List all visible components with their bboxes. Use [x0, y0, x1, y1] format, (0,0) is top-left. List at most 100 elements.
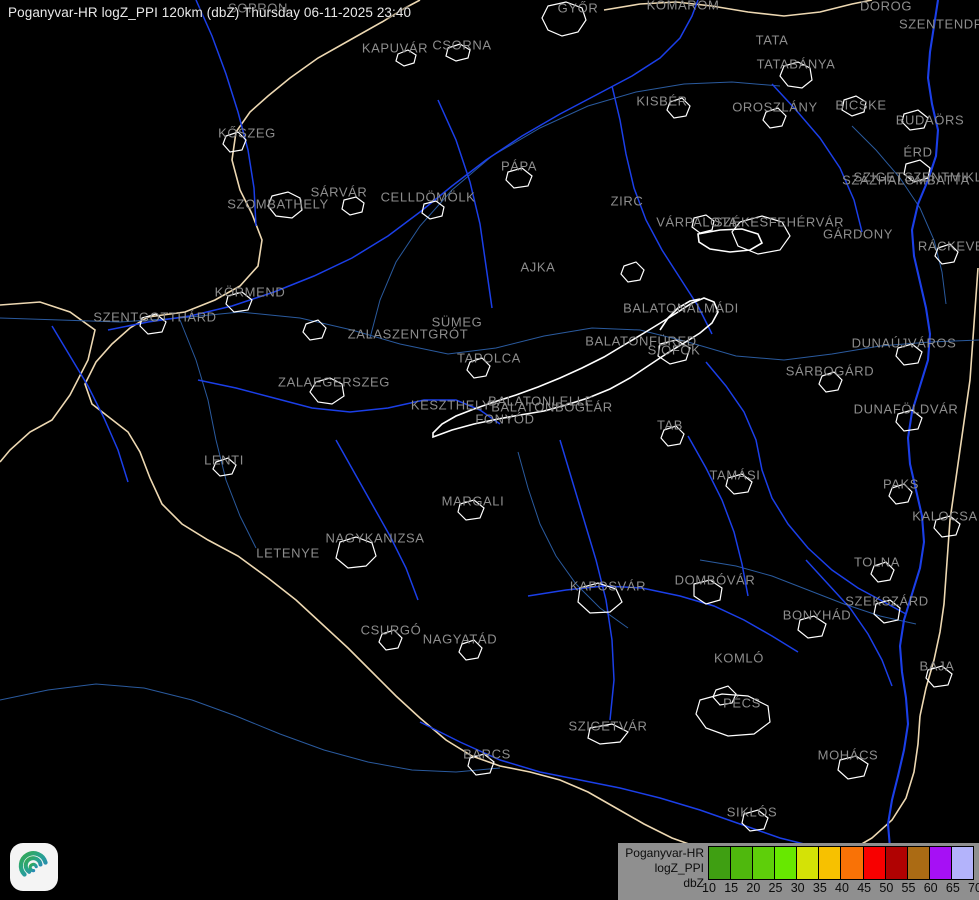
kapos-river: [527, 585, 799, 653]
legend-swatch-40-45[interactable]: [841, 847, 864, 879]
urban-tapolca: [466, 357, 491, 379]
legend-swatch-10-15[interactable]: [709, 847, 732, 879]
urban-paks: [888, 483, 913, 505]
legend-color-bar[interactable]: [708, 846, 974, 880]
urban-szentgotthard: [139, 313, 167, 335]
county-line-4: [517, 451, 629, 629]
urban-marcali: [457, 499, 485, 521]
legend-tick-40: 40: [835, 881, 849, 895]
urban-szigetvar: [587, 723, 629, 745]
urban-papa: [505, 167, 533, 189]
urban-szigetszentmiklos: [903, 159, 931, 183]
urban-rackeve: [934, 243, 959, 265]
urban-nagyatad: [458, 639, 483, 661]
urban-footprint-layer: [139, 1, 961, 832]
lake-balaton-outline: [432, 297, 719, 439]
tributary-2: [195, 0, 257, 227]
urban-mohacs: [837, 755, 869, 780]
urban-kalocsa: [933, 515, 961, 538]
urban-celldomolk: [421, 200, 445, 220]
legend-swatch-60-65[interactable]: [929, 847, 952, 879]
urban-barcs: [467, 753, 495, 776]
border-west-segment: [0, 301, 96, 463]
legend-swatch-55-60[interactable]: [907, 847, 930, 879]
county-line-1: [0, 311, 979, 361]
urban-dunaujvaros: [895, 343, 923, 366]
legend-tick-70: 70: [968, 881, 979, 895]
legend-swatch-35-40[interactable]: [819, 847, 842, 879]
county-line-5: [0, 683, 501, 773]
county-line-6: [699, 559, 917, 625]
tributary-5: [805, 559, 893, 687]
legend-tick-65: 65: [945, 881, 960, 895]
county-line-2: [179, 319, 257, 549]
border-northwest-segment: [147, 0, 421, 318]
legend-swatch-65-70[interactable]: [951, 847, 973, 879]
urban-tab: [660, 425, 685, 447]
urban-komlo: [712, 685, 737, 706]
legend-tick-50: 50: [879, 881, 894, 895]
legend-scale: 10 15 20 25 30 35 40 45 50 55 60 65 70: [702, 843, 979, 899]
county-boundary-layer: [0, 81, 979, 773]
legend-swatch-50-55[interactable]: [885, 847, 908, 879]
tributary-8: [771, 83, 863, 233]
tributary-3: [559, 439, 615, 721]
legend-caption-line-3: dbZ: [683, 876, 704, 890]
tributary-7: [51, 325, 129, 483]
urban-csorna: [445, 43, 471, 62]
legend-caption-line-1: Poganyvar-HR: [625, 846, 704, 860]
zala-river: [197, 379, 501, 425]
urban-szekszard: [873, 599, 901, 624]
urban-tatabanya: [779, 61, 813, 89]
legend-swatch-30-35[interactable]: [797, 847, 820, 879]
legend-tick-10: 10: [702, 881, 716, 895]
border-east-segment: [919, 267, 979, 717]
tributary-4: [687, 435, 749, 597]
tributary-1: [611, 85, 713, 335]
county-line-7: [851, 125, 947, 305]
urban-dunafoldvar: [895, 409, 923, 432]
legend-tick-55: 55: [901, 881, 916, 895]
urban-sarvar: [341, 196, 365, 216]
urban-zalaegerszeg: [309, 377, 345, 405]
dbz-color-legend[interactable]: Poganyvar-HR logZ_PPI dbZ 10 15 20 25 30 35 40…: [618, 843, 979, 900]
urban-varpalota: [691, 214, 715, 234]
river-layer: [51, 0, 940, 897]
legend-tick-20: 20: [746, 881, 761, 895]
tihany-peninsula: [659, 298, 701, 331]
urban-kapuvar: [395, 49, 417, 67]
national-border-layer: [0, 0, 979, 867]
legend-tick-45: 45: [857, 881, 872, 895]
urban-tolna: [870, 561, 895, 583]
legend-tick-25: 25: [768, 881, 783, 895]
urban-ajka: [620, 261, 645, 283]
urban-gyor: [541, 1, 587, 37]
urban-szekesfehervar: [731, 215, 791, 255]
urban-kaposvar: [577, 582, 623, 614]
urban-siklos: [741, 809, 769, 832]
urban-siofok: [657, 339, 691, 365]
lake-velence-outline: [697, 228, 764, 253]
urban-kormend: [225, 291, 253, 313]
urban-csurgo: [378, 629, 403, 651]
legend-tick-15: 15: [724, 881, 739, 895]
urban-sarbogard: [818, 371, 843, 393]
urban-baja: [925, 665, 953, 688]
urban-szombathely: [267, 191, 303, 219]
sio-canal: [705, 361, 907, 615]
urban-dombovar: [693, 579, 723, 605]
legend-caption: Poganyvar-HR logZ_PPI dbZ: [618, 843, 708, 891]
legend-swatch-20-25[interactable]: [753, 847, 776, 879]
tributary-6: [335, 439, 419, 601]
danube-river: [886, 0, 940, 897]
urban-bonyhad: [797, 615, 827, 639]
legend-swatch-25-30[interactable]: [775, 847, 798, 879]
met-service-logo-badge[interactable]: [10, 843, 58, 891]
legend-swatch-45-50[interactable]: [863, 847, 886, 879]
legend-swatch-15-20[interactable]: [731, 847, 754, 879]
county-line-3: [369, 81, 781, 339]
legend-tick-labels: 10 15 20 25 30 35 40 45 50 55 60 65 70: [702, 881, 979, 899]
